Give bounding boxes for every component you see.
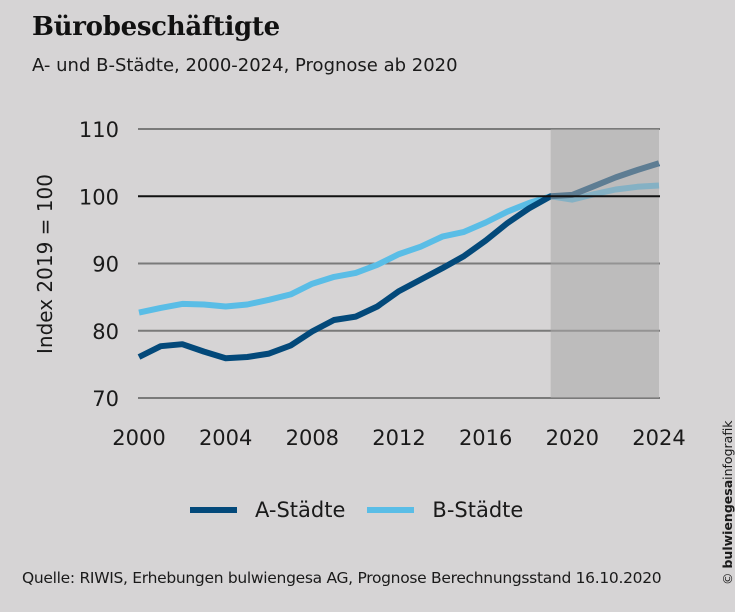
x-tick-2020: 2020 (546, 426, 599, 450)
source-note: Quelle: RIWIS, Erhebungen bulwiengesa AG… (22, 569, 662, 587)
y-axis-label: Index 2019 = 100 (33, 174, 57, 354)
forecast-shade (550, 129, 659, 398)
x-tick-2000: 2000 (112, 426, 165, 450)
chart-title: Bürobeschäftigte (32, 12, 280, 42)
x-tick-2024: 2024 (632, 426, 685, 450)
credit-text: © bulwiengesainfografik (720, 421, 735, 585)
x-tick-2008: 2008 (286, 426, 339, 450)
legend-item-a-staedte: A-Städte (190, 498, 345, 522)
chart-subtitle: A- und B-Städte, 2000-2024, Prognose ab … (32, 55, 458, 76)
y-tick-80: 80 (92, 320, 119, 344)
x-tick-2004: 2004 (199, 426, 252, 450)
legend-swatch-b-staedte (367, 507, 415, 513)
forecast-region (550, 129, 659, 398)
credit-brand: bulwiengesa (720, 479, 735, 569)
legend-item-b-staedte: B-Städte (367, 498, 523, 522)
y-tick-100: 100 (79, 185, 119, 209)
y-tick-90: 90 (92, 253, 119, 277)
legend-label-b-staedte: B-Städte (432, 498, 524, 522)
credit-suffix: infografik (720, 420, 735, 480)
legend-label-a-staedte: A-Städte (255, 498, 346, 522)
legend: A-Städte B-Städte (190, 498, 545, 522)
y-tick-labels: 70 80 90 100 110 (79, 118, 119, 411)
y-tick-110: 110 (79, 118, 119, 142)
x-tick-labels: 2000 2004 2008 2012 2016 2020 2024 (112, 426, 685, 450)
legend-swatch-a-staedte (190, 507, 237, 513)
y-tick-70: 70 (92, 387, 119, 411)
x-tick-2016: 2016 (459, 426, 512, 450)
copyright-icon: © (720, 572, 735, 586)
x-tick-2012: 2012 (372, 426, 425, 450)
